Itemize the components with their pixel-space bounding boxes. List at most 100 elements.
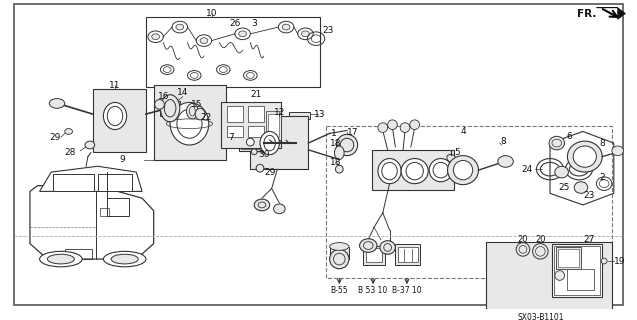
- Bar: [372, 150, 454, 190]
- Ellipse shape: [111, 254, 138, 264]
- Text: 19: 19: [614, 257, 626, 266]
- Ellipse shape: [601, 258, 607, 264]
- Bar: [486, 242, 612, 311]
- Ellipse shape: [103, 251, 146, 267]
- Ellipse shape: [155, 100, 164, 109]
- Bar: [97, 174, 132, 191]
- Text: 9: 9: [119, 155, 125, 164]
- Ellipse shape: [282, 24, 290, 30]
- Bar: [558, 249, 579, 267]
- Ellipse shape: [612, 146, 624, 156]
- Text: 12: 12: [274, 108, 285, 116]
- Text: 29: 29: [50, 133, 61, 142]
- Text: 18: 18: [330, 139, 341, 148]
- Polygon shape: [596, 8, 626, 19]
- Text: B-37 10: B-37 10: [392, 285, 422, 294]
- Ellipse shape: [448, 156, 478, 185]
- Bar: [248, 106, 264, 122]
- Ellipse shape: [239, 31, 247, 37]
- Ellipse shape: [273, 204, 285, 214]
- Ellipse shape: [49, 99, 65, 108]
- Text: 17: 17: [347, 128, 359, 137]
- Ellipse shape: [378, 123, 388, 132]
- Ellipse shape: [260, 132, 280, 155]
- Ellipse shape: [429, 158, 452, 182]
- Ellipse shape: [400, 123, 410, 132]
- Ellipse shape: [256, 164, 264, 172]
- Text: 14: 14: [177, 88, 189, 97]
- Text: 1: 1: [331, 129, 336, 138]
- Text: 23: 23: [322, 27, 333, 36]
- Bar: [146, 17, 320, 87]
- Bar: [398, 246, 418, 262]
- Text: B-55: B-55: [331, 285, 348, 294]
- Text: 4: 4: [460, 127, 466, 136]
- Bar: [93, 89, 146, 152]
- Ellipse shape: [329, 249, 349, 269]
- Text: 27: 27: [583, 235, 594, 244]
- Ellipse shape: [247, 138, 254, 146]
- Bar: [248, 126, 264, 137]
- Bar: [241, 135, 262, 149]
- Bar: [289, 112, 310, 119]
- Text: SX03-B1101: SX03-B1101: [517, 313, 564, 320]
- Bar: [329, 246, 349, 259]
- Ellipse shape: [359, 239, 377, 252]
- Ellipse shape: [170, 102, 209, 145]
- Text: 8: 8: [501, 137, 506, 146]
- Ellipse shape: [573, 146, 596, 167]
- Ellipse shape: [378, 158, 401, 184]
- Polygon shape: [39, 166, 142, 191]
- Bar: [552, 244, 602, 297]
- Bar: [266, 111, 282, 140]
- Bar: [221, 101, 282, 148]
- Text: 7: 7: [228, 133, 234, 142]
- Bar: [268, 114, 280, 137]
- Text: B 53 10: B 53 10: [359, 285, 388, 294]
- Ellipse shape: [555, 166, 568, 178]
- Ellipse shape: [254, 199, 269, 211]
- Bar: [53, 174, 94, 191]
- Ellipse shape: [47, 254, 75, 264]
- Text: 29: 29: [264, 168, 275, 177]
- Ellipse shape: [336, 134, 357, 156]
- Bar: [227, 126, 243, 137]
- Text: 30: 30: [258, 150, 269, 159]
- Ellipse shape: [533, 244, 548, 259]
- Bar: [364, 245, 385, 265]
- Bar: [396, 244, 420, 265]
- Bar: [161, 100, 180, 116]
- Ellipse shape: [103, 102, 127, 130]
- Ellipse shape: [329, 243, 349, 250]
- Text: 13: 13: [314, 109, 326, 119]
- Ellipse shape: [574, 182, 588, 193]
- Ellipse shape: [196, 108, 205, 120]
- Ellipse shape: [401, 158, 428, 184]
- Bar: [239, 133, 264, 151]
- Ellipse shape: [65, 129, 73, 134]
- Polygon shape: [30, 186, 154, 259]
- Text: 16: 16: [157, 92, 169, 101]
- Text: 26: 26: [229, 19, 241, 28]
- Bar: [107, 198, 129, 216]
- Text: FR.: FR.: [577, 9, 596, 19]
- Bar: [556, 247, 581, 269]
- Text: 3: 3: [252, 19, 257, 28]
- Text: 5: 5: [454, 148, 460, 157]
- Text: 25: 25: [558, 183, 569, 192]
- Text: 15: 15: [190, 100, 202, 109]
- Bar: [154, 85, 226, 160]
- Ellipse shape: [498, 156, 513, 167]
- Text: 28: 28: [65, 148, 76, 157]
- Bar: [227, 106, 243, 122]
- Text: 20: 20: [518, 235, 528, 244]
- Ellipse shape: [410, 120, 420, 130]
- Ellipse shape: [336, 165, 343, 173]
- Ellipse shape: [252, 149, 257, 155]
- Ellipse shape: [388, 120, 397, 130]
- Bar: [99, 208, 109, 216]
- Bar: [65, 249, 92, 259]
- Text: 20: 20: [535, 235, 546, 244]
- Ellipse shape: [152, 34, 159, 40]
- Ellipse shape: [334, 146, 344, 159]
